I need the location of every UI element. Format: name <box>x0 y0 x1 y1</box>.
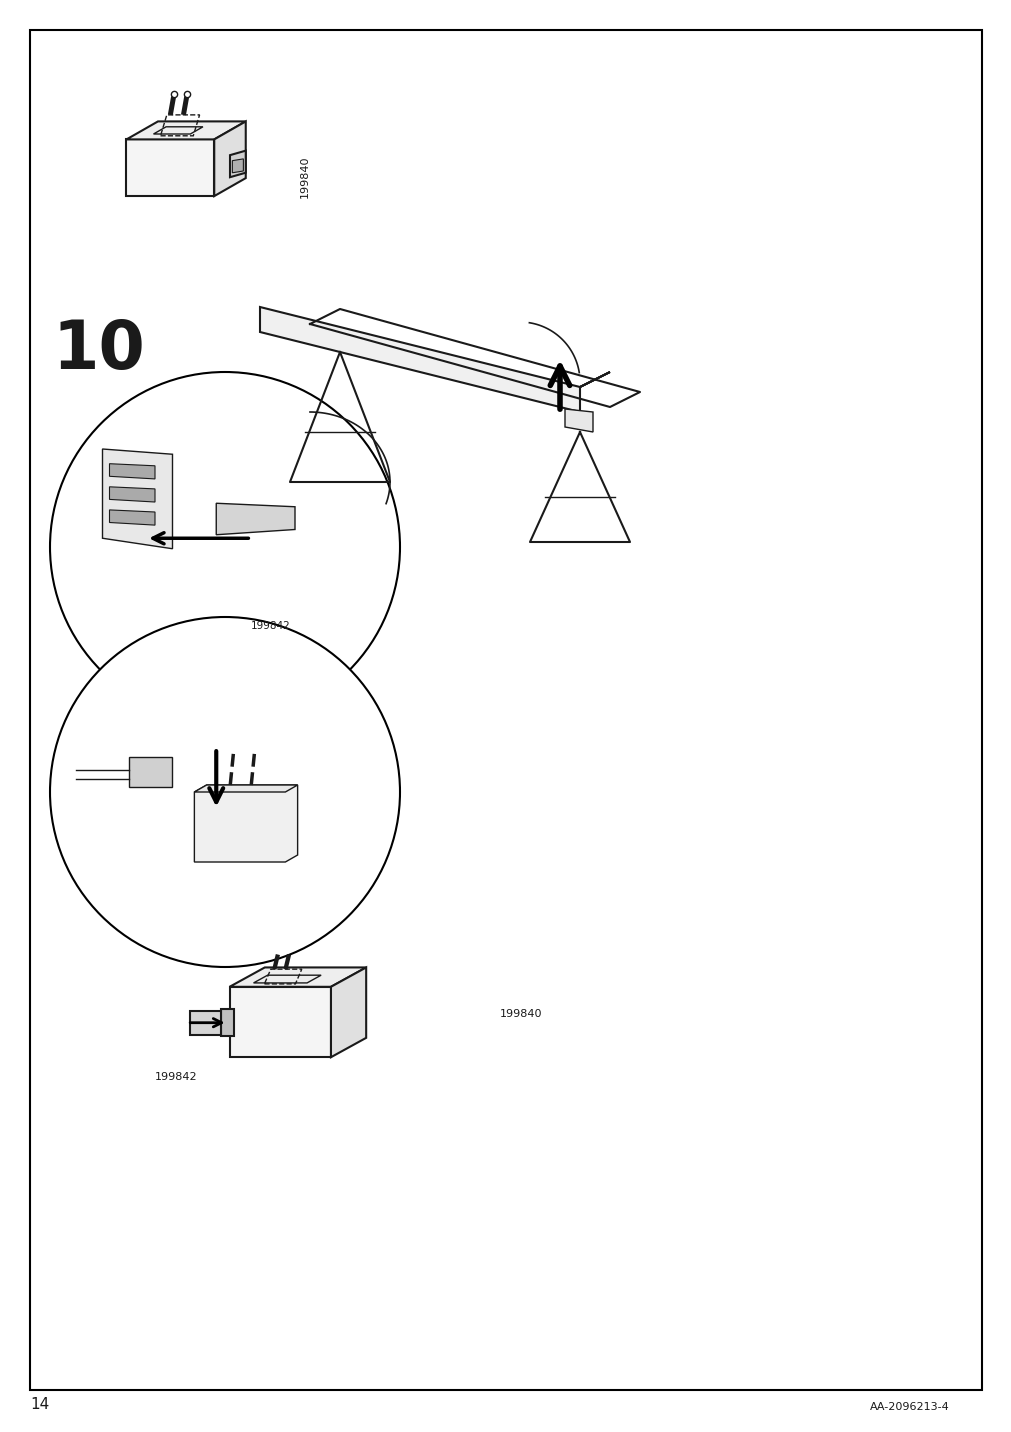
Text: 199842: 199842 <box>251 620 291 630</box>
Polygon shape <box>109 464 155 478</box>
Text: 10: 10 <box>52 316 145 382</box>
Text: 199842: 199842 <box>155 1073 197 1083</box>
Polygon shape <box>194 785 297 862</box>
Polygon shape <box>126 139 214 196</box>
Polygon shape <box>190 1011 221 1035</box>
Polygon shape <box>128 758 172 786</box>
Circle shape <box>50 617 399 967</box>
Text: AA-2096213-4: AA-2096213-4 <box>869 1402 948 1412</box>
Polygon shape <box>260 306 610 412</box>
Polygon shape <box>331 968 366 1057</box>
Polygon shape <box>229 987 331 1057</box>
Polygon shape <box>126 122 246 139</box>
Polygon shape <box>214 122 246 196</box>
Polygon shape <box>221 1010 234 1037</box>
Text: 199840: 199840 <box>499 1010 542 1020</box>
Polygon shape <box>109 487 155 503</box>
Polygon shape <box>229 150 246 178</box>
Text: 14: 14 <box>30 1398 50 1412</box>
Polygon shape <box>564 410 592 432</box>
Polygon shape <box>233 159 244 173</box>
Polygon shape <box>229 968 366 987</box>
Polygon shape <box>109 510 155 526</box>
Polygon shape <box>194 785 297 792</box>
Polygon shape <box>102 450 172 548</box>
Polygon shape <box>216 503 295 534</box>
Circle shape <box>50 372 399 722</box>
Text: 199840: 199840 <box>299 156 309 198</box>
